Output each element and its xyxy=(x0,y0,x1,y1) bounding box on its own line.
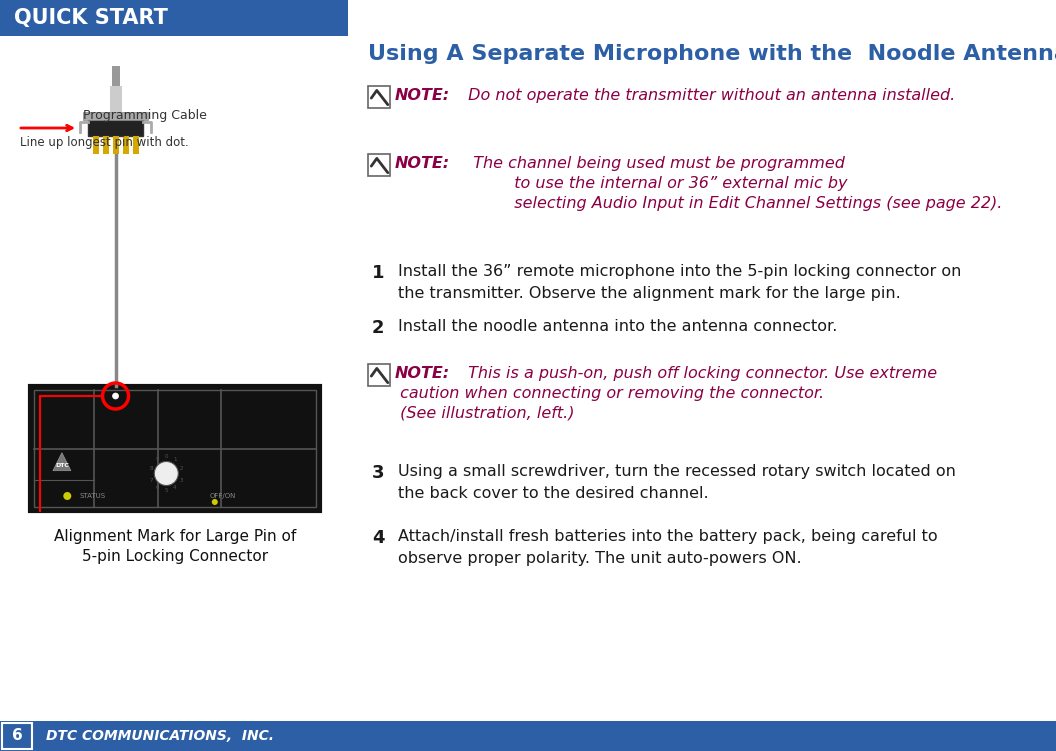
Text: 3: 3 xyxy=(372,464,384,482)
Bar xyxy=(0,721,1056,751)
Text: 1: 1 xyxy=(372,264,384,282)
Circle shape xyxy=(63,492,72,500)
Bar xyxy=(124,136,129,154)
Text: DTC: DTC xyxy=(55,463,69,468)
Bar xyxy=(83,112,148,120)
Bar xyxy=(112,66,119,86)
Text: NOTE:: NOTE: xyxy=(395,88,450,103)
Text: The channel being used must be programmed: The channel being used must be programme… xyxy=(463,156,845,171)
Text: 2: 2 xyxy=(372,319,384,337)
Bar xyxy=(367,86,390,108)
Text: Using A Separate Microphone with the  Noodle Antenna: Using A Separate Microphone with the Noo… xyxy=(367,44,1056,64)
Text: Programming Cable: Programming Cable xyxy=(83,109,207,122)
Text: STATUS: STATUS xyxy=(79,493,106,499)
Text: DTC COMMUNICATIONS,  INC.: DTC COMMUNICATIONS, INC. xyxy=(46,729,274,743)
Bar xyxy=(30,386,320,511)
Text: 5-pin Locking Connector: 5-pin Locking Connector xyxy=(82,549,268,564)
Text: Attach/install fresh batteries into the battery pack, being careful to: Attach/install fresh batteries into the … xyxy=(398,529,938,544)
Text: 7: 7 xyxy=(149,478,153,483)
Text: 2: 2 xyxy=(180,466,184,471)
Text: NOTE:: NOTE: xyxy=(395,156,450,171)
Text: Install the 36” remote microphone into the 5-pin locking connector on: Install the 36” remote microphone into t… xyxy=(398,264,961,279)
Text: 6: 6 xyxy=(12,728,22,743)
Text: Alignment Mark for Large Pin of: Alignment Mark for Large Pin of xyxy=(54,529,296,544)
Text: 1: 1 xyxy=(173,457,176,462)
Text: 0: 0 xyxy=(165,454,168,459)
Circle shape xyxy=(113,393,118,399)
Bar xyxy=(88,120,143,136)
Bar xyxy=(113,136,119,154)
Text: OFF/ON: OFF/ON xyxy=(210,493,237,499)
Text: 4: 4 xyxy=(372,529,384,547)
Bar xyxy=(133,136,139,154)
Text: Line up longest pin with dot.: Line up longest pin with dot. xyxy=(20,136,189,149)
Bar xyxy=(2,723,32,749)
Text: 9: 9 xyxy=(156,457,159,462)
Text: the back cover to the desired channel.: the back cover to the desired channel. xyxy=(398,486,709,501)
Text: (See illustration, left.): (See illustration, left.) xyxy=(395,406,574,421)
Text: 5: 5 xyxy=(165,488,168,493)
Text: to use the internal or 36” external mic by: to use the internal or 36” external mic … xyxy=(463,176,848,191)
Text: Do not operate the transmitter without an antenna installed.: Do not operate the transmitter without a… xyxy=(463,88,956,103)
Bar xyxy=(34,390,316,507)
Text: NOTE:: NOTE: xyxy=(395,366,450,381)
Text: 3: 3 xyxy=(180,478,184,483)
Bar xyxy=(93,136,99,154)
Text: 6: 6 xyxy=(156,485,159,490)
Bar xyxy=(103,136,109,154)
Bar xyxy=(367,364,390,386)
Text: This is a push-on, push off locking connector. Use extreme: This is a push-on, push off locking conn… xyxy=(463,366,937,381)
Text: 4: 4 xyxy=(173,485,176,490)
Text: 8: 8 xyxy=(149,466,153,471)
Text: Using a small screwdriver, turn the recessed rotary switch located on: Using a small screwdriver, turn the rece… xyxy=(398,464,956,479)
Bar xyxy=(367,154,390,176)
Text: the transmitter. Observe the alignment mark for the large pin.: the transmitter. Observe the alignment m… xyxy=(398,286,901,301)
Polygon shape xyxy=(53,453,71,471)
Text: caution when connecting or removing the connector.: caution when connecting or removing the … xyxy=(395,386,824,401)
Circle shape xyxy=(212,499,218,505)
Text: selecting Audio Input in Edit Channel Settings (see page 22).: selecting Audio Input in Edit Channel Se… xyxy=(463,196,1002,211)
Text: Install the noodle antenna into the antenna connector.: Install the noodle antenna into the ante… xyxy=(398,319,837,334)
Bar xyxy=(110,86,121,116)
Text: QUICK START: QUICK START xyxy=(14,8,168,28)
Text: observe proper polarity. The unit auto-powers ON.: observe proper polarity. The unit auto-p… xyxy=(398,551,802,566)
Bar xyxy=(0,0,348,36)
Circle shape xyxy=(154,462,178,485)
